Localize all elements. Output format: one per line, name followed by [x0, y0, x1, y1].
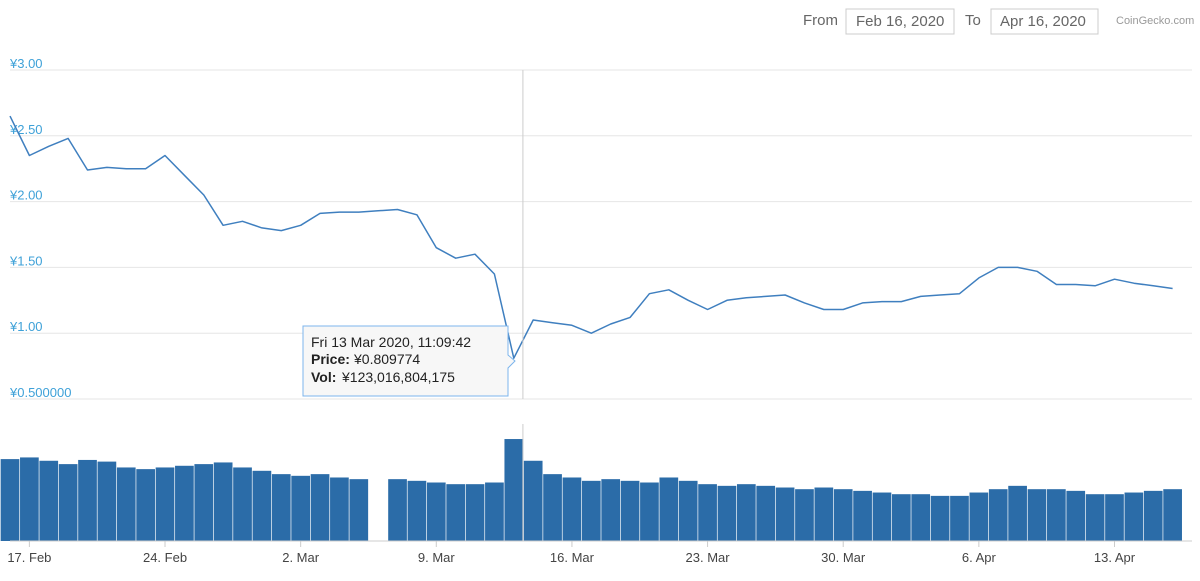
grid-lines — [10, 69, 1192, 400]
to-label: To — [965, 12, 981, 29]
volume-bar — [988, 489, 1008, 541]
volume-bar — [349, 479, 369, 541]
volume-bar — [601, 479, 621, 541]
volume-bar — [39, 460, 59, 541]
from-date-input[interactable] — [845, 8, 955, 35]
tooltip: Fri 13 Mar 2020, 11:09:42 Price: ¥0.8097… — [302, 325, 516, 397]
volume-bar — [20, 457, 39, 541]
volume-bar — [504, 439, 524, 541]
volume-bar — [426, 482, 446, 541]
x-tick-label: 2. Mar — [282, 550, 320, 565]
to-date-input[interactable] — [990, 8, 1099, 35]
volume-bar — [833, 489, 853, 541]
volume-bar — [155, 467, 175, 541]
volume-bar — [485, 482, 504, 541]
tooltip-price-value: ¥0.809774 — [353, 351, 420, 367]
volume-bar — [950, 495, 969, 541]
volume-bar — [640, 482, 659, 541]
from-date-value: Feb 16, 2020 — [856, 13, 944, 30]
y-tick-label: ¥2.50 — [9, 122, 43, 137]
volume-bar — [310, 474, 330, 541]
tooltip-vol-label: Vol: — [311, 369, 336, 385]
volume-bar — [814, 487, 834, 541]
tooltip-vol-value: ¥123,016,804,175 — [341, 369, 455, 385]
volume-bar — [97, 461, 117, 541]
volume-bar — [678, 480, 698, 541]
x-axis: 17. Feb 24. Feb 2. Mar 9. Mar 16. Mar 23. Mar… — [7, 540, 1192, 565]
volume-bar — [756, 485, 776, 541]
volume-bar — [1105, 494, 1124, 541]
volume-bar — [194, 464, 214, 541]
volume-bar — [853, 490, 872, 541]
x-tick-label: 24. Feb — [143, 550, 187, 565]
volume-bar — [795, 489, 814, 541]
volume-bar — [930, 495, 950, 541]
x-tick-label: 30. Mar — [821, 550, 866, 565]
to-date-value: Apr 16, 2020 — [1000, 13, 1086, 30]
tooltip-date: Fri 13 Mar 2020, 11:09:42 — [311, 334, 471, 350]
volume-bar — [175, 465, 194, 541]
volume-bar — [543, 474, 562, 541]
price-series — [9, 115, 1173, 359]
volume-bar — [233, 467, 252, 541]
y-tick-label: ¥2.00 — [9, 188, 43, 203]
price-line — [9, 115, 1173, 359]
volume-bar — [891, 494, 911, 541]
x-tick-label: 9. Mar — [418, 550, 456, 565]
volume-bar — [911, 494, 931, 541]
volume-bar — [698, 484, 717, 541]
volume-bar — [775, 487, 795, 541]
volume-bar — [659, 477, 679, 541]
volume-bar — [969, 492, 989, 541]
from-label: From — [803, 12, 838, 29]
volume-bar — [388, 479, 407, 541]
credit-link[interactable]: CoinGecko.com — [1116, 15, 1194, 27]
x-tick-label: 17. Feb — [7, 550, 51, 565]
volume-bar — [872, 492, 892, 541]
volume-bar — [78, 459, 97, 541]
volume-bar — [1085, 494, 1105, 541]
volume-bar — [562, 477, 582, 541]
volume-bar — [581, 480, 601, 541]
y-tick-label: ¥1.50 — [9, 253, 43, 268]
volume-bar — [1047, 489, 1066, 541]
volume-bar — [136, 469, 155, 541]
x-tick-label: 6. Apr — [962, 550, 997, 565]
volume-bar — [252, 470, 272, 541]
volume-bar — [717, 485, 737, 541]
volume-bar — [116, 467, 136, 541]
volume-bar — [271, 474, 291, 541]
y-tick-label: ¥3.00 — [9, 56, 43, 71]
volume-bar — [1008, 485, 1027, 541]
y-tick-label: ¥0.500000 — [9, 385, 71, 400]
volume-bar — [1163, 489, 1182, 541]
volume-bar — [213, 462, 233, 541]
volume-bar — [291, 475, 311, 541]
volume-bar — [1124, 492, 1144, 541]
y-axis: ¥0.500000 ¥1.00 ¥1.50 ¥2.00 ¥2.50 ¥3.00 — [9, 56, 71, 400]
volume-bar — [523, 460, 543, 541]
tooltip-price-label: Price: — [311, 351, 350, 367]
x-tick-label: 16. Mar — [550, 550, 595, 565]
volume-bar — [407, 480, 427, 541]
volume-bar — [1066, 490, 1086, 541]
volume-bar — [330, 477, 349, 541]
volume-bar — [446, 484, 466, 541]
y-tick-label: ¥1.00 — [9, 319, 43, 334]
volume-bar — [0, 459, 20, 541]
volume-bar — [736, 484, 756, 541]
volume-bar — [1143, 490, 1163, 541]
x-tick-label: 13. Apr — [1094, 550, 1136, 565]
tooltip-box — [302, 325, 516, 397]
volume-bar — [465, 484, 485, 541]
x-tick-label: 23. Mar — [686, 550, 731, 565]
volume-bar — [1027, 489, 1047, 541]
volume-bar — [620, 480, 640, 541]
volume-bars — [0, 439, 1182, 541]
volume-bar — [58, 464, 78, 541]
